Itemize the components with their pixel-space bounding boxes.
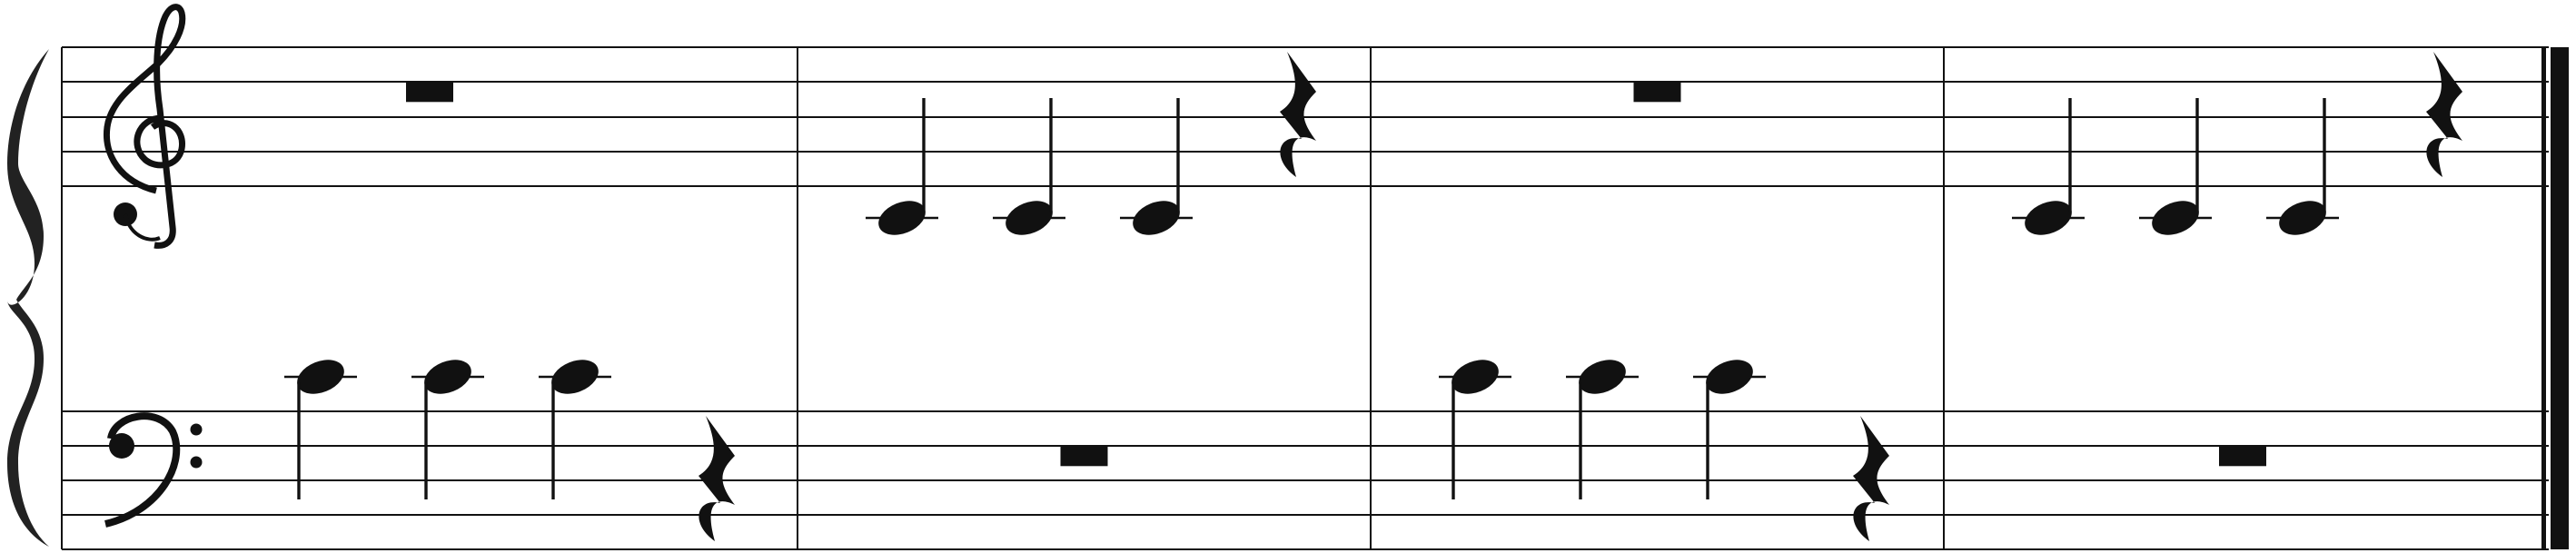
whole-rest-icon [1633, 82, 1681, 103]
quarter-notehead [2279, 201, 2326, 235]
quarter-rest-icon [1280, 52, 1316, 177]
grand-staff-brace-icon [7, 49, 49, 547]
quarter-notehead [1706, 360, 1753, 394]
final-barline-thin [2541, 47, 2546, 549]
quarter-notehead [551, 360, 599, 394]
whole-rest-icon [2219, 446, 2266, 467]
quarter-notehead [1451, 360, 1499, 394]
treble-staff [62, 46, 2549, 187]
treble-clef-icon [103, 4, 186, 249]
quarter-notehead [1579, 360, 1626, 394]
quarter-rest-icon [2426, 52, 2462, 177]
quarter-rest-icon [698, 416, 735, 541]
whole-rest-icon [1060, 446, 1108, 467]
quarter-notehead [1006, 201, 1053, 235]
quarter-notehead [2152, 201, 2199, 235]
quarter-notehead [878, 201, 926, 235]
music-content [284, 52, 2462, 541]
whole-rest-icon [406, 82, 453, 103]
quarter-rest-icon [1853, 416, 1889, 541]
bass-staff [62, 410, 2549, 550]
quarter-notehead [297, 360, 344, 394]
final-barline-thick [2551, 47, 2569, 549]
quarter-notehead [1133, 201, 1180, 235]
quarter-notehead [2025, 201, 2072, 235]
barlines [61, 47, 2569, 549]
quarter-notehead [424, 360, 471, 394]
bass-clef-icon [104, 412, 203, 528]
